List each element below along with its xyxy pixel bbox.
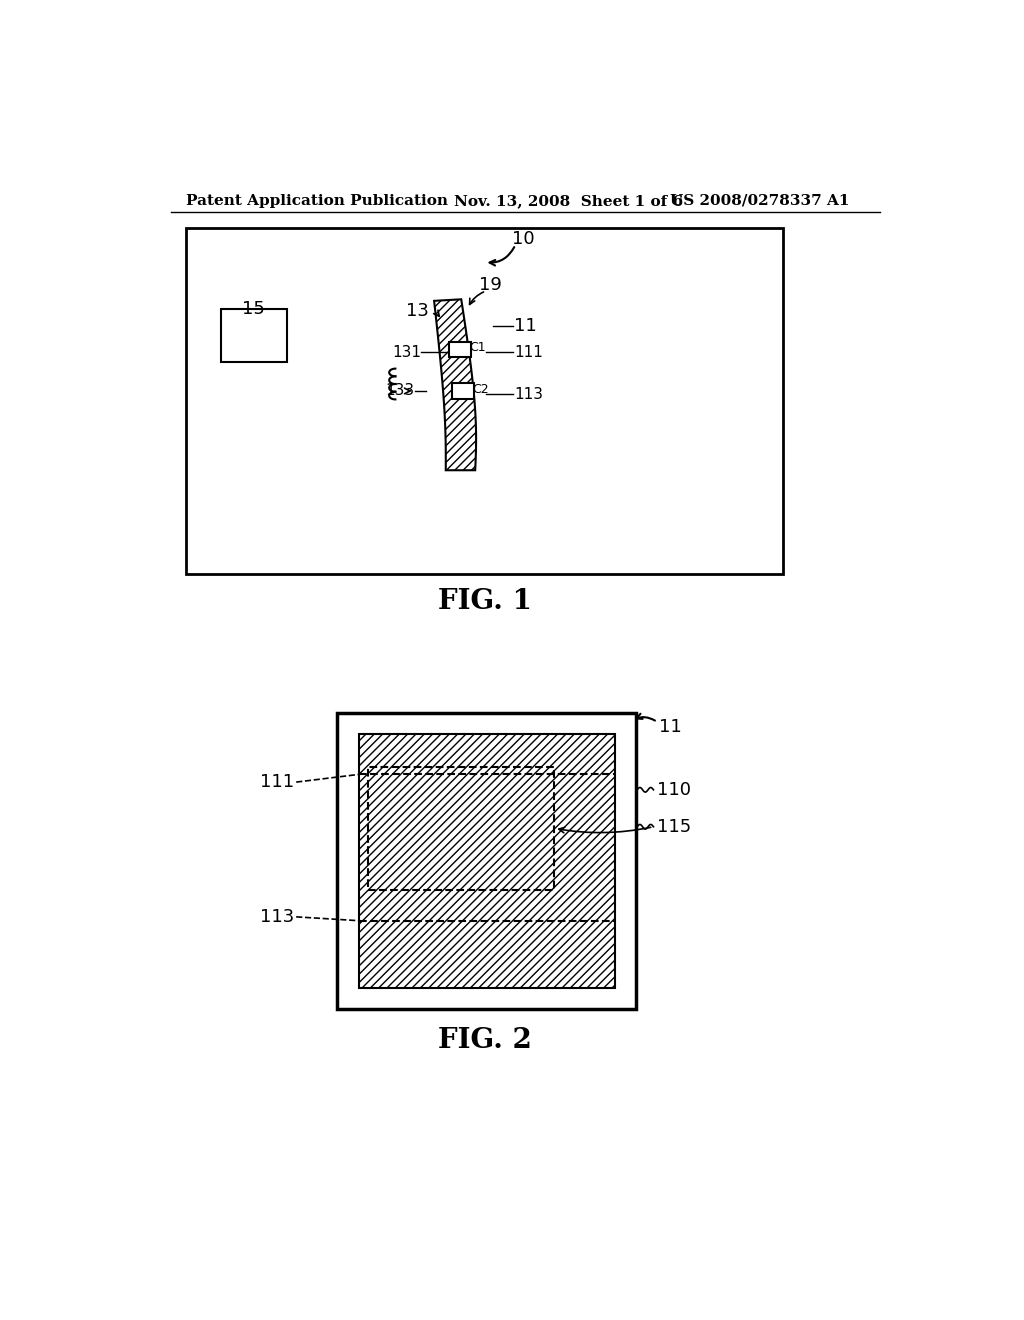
Text: 19: 19 — [479, 276, 502, 294]
Text: 113: 113 — [260, 908, 295, 925]
Text: 133: 133 — [386, 383, 415, 399]
Text: 113: 113 — [514, 387, 543, 401]
Text: 15: 15 — [242, 300, 265, 318]
Text: Patent Application Publication: Patent Application Publication — [186, 194, 449, 207]
Text: C1: C1 — [469, 342, 485, 354]
Text: US 2008/0278337 A1: US 2008/0278337 A1 — [671, 194, 850, 207]
Text: 13: 13 — [406, 302, 429, 319]
Text: 131: 131 — [392, 345, 421, 360]
Text: C2: C2 — [472, 383, 488, 396]
Bar — [337, 713, 636, 1010]
Text: 111: 111 — [260, 774, 295, 791]
Bar — [186, 227, 783, 574]
Bar — [359, 734, 614, 989]
Text: Nov. 13, 2008  Sheet 1 of 6: Nov. 13, 2008 Sheet 1 of 6 — [454, 194, 683, 207]
Text: 11: 11 — [658, 718, 682, 735]
Text: FIG. 1: FIG. 1 — [437, 587, 531, 615]
Bar — [221, 309, 287, 363]
Text: 10: 10 — [512, 230, 535, 248]
Polygon shape — [434, 300, 476, 470]
Bar — [449, 342, 471, 358]
Text: FIG. 2: FIG. 2 — [437, 1027, 531, 1053]
Text: 111: 111 — [514, 345, 543, 360]
Text: 11: 11 — [514, 317, 537, 335]
Text: 110: 110 — [656, 781, 690, 799]
Text: 115: 115 — [656, 818, 691, 836]
Bar — [452, 383, 474, 399]
Bar — [369, 767, 554, 890]
